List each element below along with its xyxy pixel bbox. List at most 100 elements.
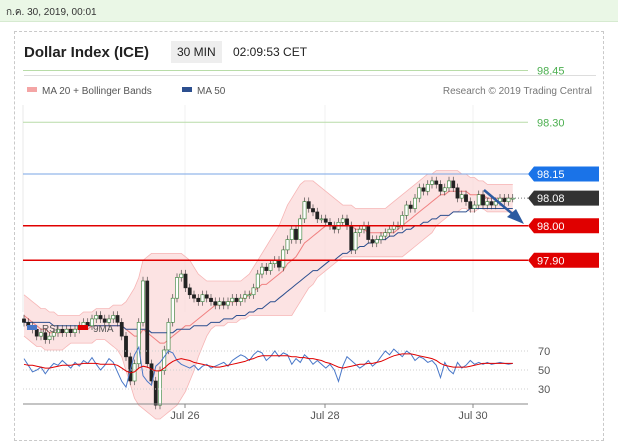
candle-body — [243, 294, 247, 299]
candle — [434, 176, 439, 189]
candle-body — [175, 277, 179, 299]
candle-body — [226, 301, 230, 306]
rsi-axis-labels: 70 50 30 — [538, 346, 550, 396]
candle-body — [442, 187, 447, 192]
candle — [47, 332, 52, 344]
candle — [90, 314, 94, 330]
candle — [124, 332, 128, 361]
candle — [289, 225, 294, 244]
candle-body — [464, 194, 468, 202]
timeframe-badge[interactable]: 30 MIN — [171, 41, 222, 63]
candle-body — [315, 211, 320, 220]
candle — [451, 176, 456, 192]
candle — [438, 180, 443, 196]
candle — [111, 311, 116, 324]
candle-body — [98, 315, 103, 320]
candle — [268, 259, 273, 275]
instrument-title: Dollar Index (ICE) — [24, 44, 150, 61]
rsi-ma-legend-swatch — [78, 325, 88, 330]
candle-body — [153, 380, 158, 406]
rsi-ma-legend-label: 9MA — [93, 324, 114, 335]
candle-body — [349, 225, 354, 251]
candle-body — [345, 218, 349, 227]
candle-body — [447, 180, 451, 189]
candle — [294, 225, 298, 244]
candle-body — [209, 297, 213, 302]
candle — [43, 328, 48, 344]
level-98.08: 98.08 — [485, 190, 599, 206]
candle-body — [64, 328, 69, 334]
candle — [183, 269, 188, 292]
candle — [472, 200, 477, 213]
candle-body — [119, 322, 124, 337]
level-tag — [528, 252, 599, 268]
rsi-tick-30: 30 — [538, 384, 550, 396]
candle-body — [408, 204, 413, 209]
level-98.15: 98.15 — [23, 166, 599, 182]
candle — [51, 328, 56, 341]
candle — [200, 290, 205, 306]
candle — [115, 311, 120, 327]
candle-body — [417, 187, 422, 199]
candle-body — [179, 273, 184, 278]
candle-body — [68, 328, 73, 334]
candle-body — [124, 335, 128, 358]
candle — [179, 269, 184, 282]
candle — [468, 197, 473, 213]
candle — [204, 290, 209, 303]
rsi-legend-swatch — [27, 325, 37, 330]
candle-body — [311, 208, 315, 213]
candle — [442, 183, 447, 196]
level-tag — [528, 166, 599, 182]
candle-body — [366, 225, 371, 240]
candle — [379, 231, 383, 244]
candle-body — [489, 201, 494, 206]
level-tag — [528, 190, 599, 206]
bands-legend-label: MA 20 + Bollinger Bands — [42, 86, 152, 97]
candle — [340, 214, 345, 227]
candle-body — [502, 197, 507, 202]
copyright-text: Research © 2019 Trading Central — [443, 86, 592, 97]
candle-body — [387, 228, 392, 233]
candle — [413, 194, 417, 213]
candle — [175, 273, 179, 303]
header-divider — [24, 75, 596, 76]
candle — [243, 290, 247, 303]
candle — [217, 297, 222, 310]
candle — [408, 200, 413, 213]
candle-body — [340, 218, 345, 223]
candle — [323, 214, 328, 227]
candle-body — [260, 266, 264, 275]
candle-body — [251, 287, 256, 296]
candle-body — [319, 218, 324, 221]
candle-body — [485, 201, 490, 206]
candle — [464, 190, 468, 206]
candle — [166, 318, 171, 355]
candle-body — [234, 297, 239, 302]
candle-body — [90, 318, 94, 327]
level-label: 98.45 — [537, 66, 565, 78]
candle — [374, 235, 379, 248]
candle — [158, 366, 162, 410]
price-plot-area: 98.45 98.30 98.15 98.08 98.00 97.90 — [22, 66, 599, 420]
candle-body — [374, 239, 379, 244]
candle — [264, 263, 269, 275]
candle — [404, 200, 409, 220]
candle-body — [200, 294, 205, 302]
candle — [370, 235, 375, 248]
candle-body — [230, 297, 235, 302]
candle-body — [149, 363, 154, 382]
candle — [187, 283, 192, 299]
candle — [226, 297, 230, 310]
level-label: 98.08 — [537, 193, 565, 205]
candle-body — [255, 273, 260, 289]
candle — [136, 318, 141, 368]
candle — [481, 190, 485, 210]
candle — [421, 183, 426, 196]
candle-body — [379, 235, 383, 240]
candle — [213, 297, 218, 310]
rsi-gridlines — [23, 350, 528, 390]
level-98.45: 98.45 — [23, 66, 565, 78]
candle-body — [170, 297, 175, 323]
candle — [145, 276, 150, 368]
